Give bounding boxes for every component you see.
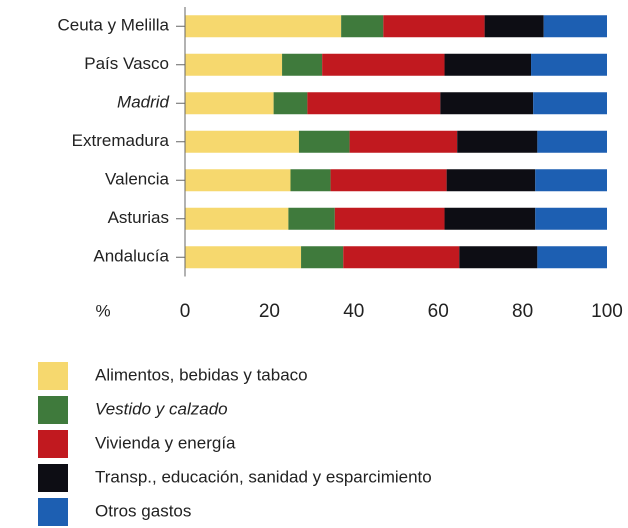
bar-segment [185,169,291,192]
y-tick-label: Andalucía [93,247,169,266]
x-tick-label: 40 [343,301,364,322]
bar-segment [537,246,607,269]
bar-segment [535,169,607,192]
x-tick-label: 80 [512,301,533,322]
y-tick-label: Ceuta y Melilla [58,16,170,35]
bar-segment [383,15,485,38]
legend-label: Otros gastos [95,501,191,520]
x-axis-label: % [95,301,110,320]
bar-segment [543,15,607,38]
bar-segment [301,246,344,269]
legend-label: Transp., educación, sanidad y esparcimie… [95,467,432,486]
legend-swatch [38,498,68,526]
x-tick-label: 0 [180,301,191,322]
bar-segment [298,130,350,153]
legend-label: Vestido y calzado [95,399,228,418]
y-tick-label: Extremadura [72,131,170,150]
bar-segment [531,53,607,76]
y-tick-label: Valencia [105,170,169,189]
bar-segment [307,92,441,115]
bar-segment [457,130,538,153]
bar-segment [537,130,607,153]
legend-label: Vivienda y energía [95,433,236,452]
x-tick-label: 100 [591,301,623,322]
bar-segment [343,246,460,269]
y-tick-label: Asturias [108,208,169,227]
bar-segment [330,169,447,192]
bar-segment [185,130,299,153]
bar-segment [185,15,342,38]
bar-segment [349,130,458,153]
x-tick-label: 60 [428,301,449,322]
bar-segment [185,207,289,230]
bar-segment [288,207,335,230]
bar-segment [444,53,532,76]
x-tick-label: 20 [259,301,280,322]
legend-swatch [38,362,68,390]
legend-swatch [38,430,68,458]
legend-swatch [38,396,68,424]
bar-segment [444,207,536,230]
y-tick-label: País Vasco [84,54,169,73]
bar-segment [185,92,274,115]
bar-segment [440,92,534,115]
legend-label: Alimentos, bebidas y tabaco [95,365,308,384]
bar-segment [535,207,607,230]
bar-segment [446,169,536,192]
bar-segment [459,246,538,269]
bar-segment [290,169,331,192]
bar-segment [273,92,308,115]
bar-segment [185,53,283,76]
bar-segment [322,53,445,76]
bar-segment [185,246,302,269]
bar-segment [334,207,445,230]
bar-segment [341,15,384,38]
bar-segment [533,92,607,115]
y-tick-label: Madrid [117,93,170,112]
legend-swatch [38,464,68,492]
bar-segment [484,15,544,38]
bar-segment [282,53,323,76]
